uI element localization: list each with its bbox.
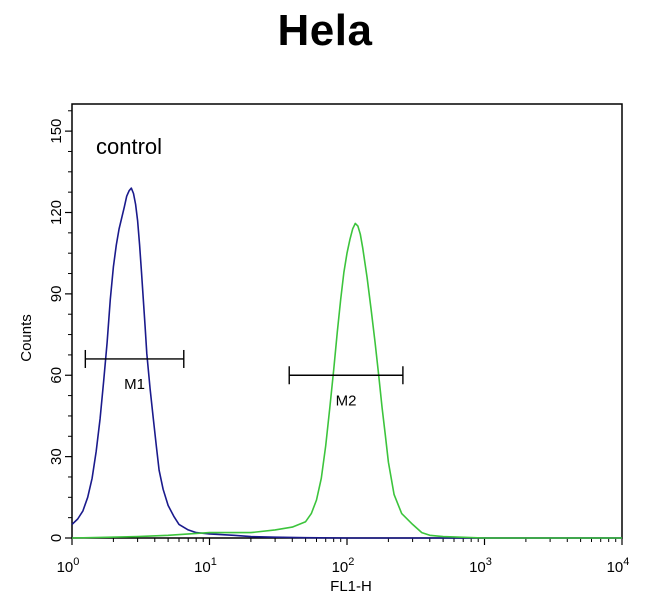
x-axis-title: FL1-H xyxy=(330,578,372,595)
gate-label: M1 xyxy=(124,376,145,393)
y-axis-title: Counts xyxy=(18,314,35,362)
sample-histogram-line xyxy=(71,222,622,539)
control-annotation: control xyxy=(96,134,162,159)
x-tick-label: 104 xyxy=(607,556,630,576)
chart-title: Hela xyxy=(277,6,373,55)
gates-layer: M1 M2 xyxy=(84,349,404,409)
y-tick-label: 150 xyxy=(48,119,65,144)
y-axis: 0 30 60 90 120 150 xyxy=(48,110,72,542)
x-tick-label: 100 xyxy=(57,556,80,576)
x-tick-label: 102 xyxy=(332,556,355,576)
y-tick-label: 30 xyxy=(48,448,65,465)
x-tick-label: 101 xyxy=(194,556,217,576)
x-tick-label: 103 xyxy=(469,556,492,576)
control-histogram-line xyxy=(71,187,622,539)
gate-m2: M2 xyxy=(288,366,404,409)
gate-m1: M1 xyxy=(84,349,185,393)
series-layer xyxy=(71,187,622,539)
plot-frame xyxy=(71,103,623,539)
y-tick-label: 90 xyxy=(48,286,65,303)
y-tick-label: 60 xyxy=(48,367,65,384)
gate-label: M2 xyxy=(336,392,357,409)
x-axis: 100 101 102 103 104 xyxy=(57,538,630,576)
y-tick-label: 120 xyxy=(48,200,65,225)
y-tick-label: 0 xyxy=(48,534,65,542)
